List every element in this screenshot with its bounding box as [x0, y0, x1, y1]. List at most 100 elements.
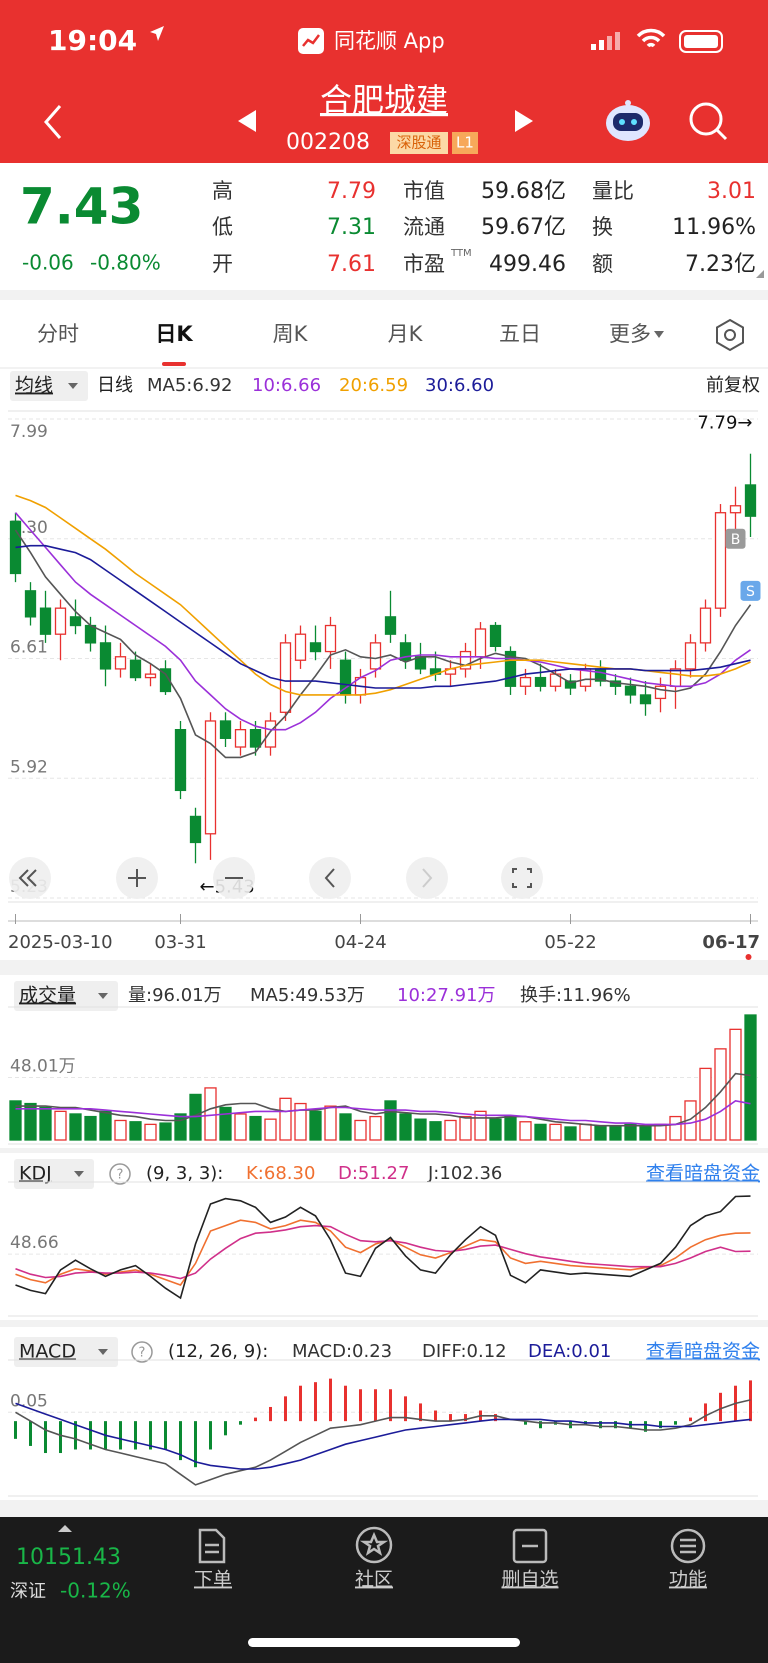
stat-value: 7.61 — [327, 252, 376, 277]
indicator-line — [15, 1072, 751, 1127]
chart-control-icon — [324, 868, 335, 888]
help-icon-glyph: ? — [139, 1346, 146, 1361]
tab[interactable]: 分时 — [37, 322, 79, 346]
volume-bar — [69, 1113, 82, 1141]
more-arrow — [654, 331, 664, 338]
volume-bar — [9, 1100, 22, 1141]
help-icon[interactable] — [131, 1341, 153, 1363]
trade-marker — [725, 528, 746, 549]
battery-level — [684, 35, 718, 48]
indicator-selector-bg[interactable] — [10, 371, 88, 401]
indicator-selector: KDJ — [19, 1163, 52, 1185]
volume-bar — [54, 1110, 67, 1141]
nav-item[interactable]: 功能 — [669, 1569, 707, 1591]
volume-bar — [489, 1118, 502, 1141]
stat-label: 流通 — [403, 215, 445, 239]
chart-control[interactable] — [309, 857, 351, 899]
stat-value: 7.79 — [327, 179, 376, 204]
volume-bar — [324, 1105, 337, 1141]
tab[interactable]: 日K — [155, 322, 193, 346]
chart-control[interactable] — [501, 857, 543, 899]
candle-body — [129, 659, 142, 679]
indicator-selector-bg[interactable] — [14, 981, 118, 1011]
candle-body — [69, 616, 82, 627]
volume-bar — [609, 1126, 622, 1141]
dark-pool-link[interactable]: 查看暗盘资金 — [646, 1163, 760, 1185]
search-button[interactable] — [689, 102, 728, 141]
adjust[interactable]: 前复权 — [706, 375, 760, 396]
legend-item: MA5:6.92 — [147, 375, 232, 396]
settings-button[interactable] — [716, 318, 744, 352]
candle-body — [459, 650, 472, 670]
y-tick-label: 48.01万 — [10, 1056, 76, 1076]
volume-bar — [624, 1123, 637, 1141]
chart-control-icon — [512, 868, 532, 888]
volume-bar — [144, 1123, 157, 1141]
back-button[interactable] — [44, 105, 62, 139]
tag: 深股通 — [396, 134, 441, 152]
candle-body — [684, 642, 697, 670]
volume-bar — [669, 1115, 682, 1141]
nav-item[interactable]: 删自选 — [501, 1569, 558, 1591]
volume-bar — [654, 1123, 667, 1141]
volume-bar — [219, 1106, 232, 1141]
tab[interactable]: 月K — [388, 322, 424, 346]
tab-indicator — [162, 362, 186, 366]
help-icon[interactable] — [109, 1163, 131, 1185]
legend-item: 20:6.59 — [339, 375, 408, 396]
stat-value: 59.67亿 — [481, 215, 566, 240]
battery-icon — [679, 30, 723, 53]
volume-bar — [474, 1110, 487, 1141]
tag-bg — [452, 132, 478, 154]
tab[interactable]: 五日 — [499, 322, 541, 346]
period: 日线 — [97, 375, 133, 396]
stat-value: 7.23亿 — [685, 252, 756, 277]
indicator-line — [15, 1402, 751, 1470]
help-icon-glyph: ? — [117, 1168, 124, 1183]
candle-body — [234, 729, 247, 748]
candle-body — [714, 512, 727, 609]
prev-stock-button[interactable] — [238, 110, 256, 132]
x-tick-label: 04-24 — [334, 932, 386, 953]
dark-pool-link[interactable]: 查看暗盘资金 — [646, 1341, 760, 1363]
chart-control[interactable] — [9, 857, 51, 899]
indicator-line — [15, 1100, 751, 1126]
assistant-button[interactable] — [606, 100, 650, 141]
chart-control[interactable] — [406, 857, 448, 899]
location-icon — [150, 26, 164, 41]
stat-label: 市盈 — [403, 252, 445, 276]
candle-body — [114, 656, 127, 670]
params: (12, 26, 9): — [168, 1341, 268, 1362]
volume-bar — [354, 1119, 367, 1141]
y-tick-label: 7.99 — [10, 422, 48, 442]
volume-bar — [129, 1121, 142, 1141]
selector-arrow — [74, 1171, 84, 1177]
candle-body — [84, 624, 97, 644]
next-stock-button[interactable] — [515, 110, 533, 132]
legend-item: 量:96.01万 — [128, 985, 222, 1006]
settings-button-dot — [724, 329, 736, 341]
legend-item: 30:6.60 — [425, 375, 494, 396]
volume-bar — [699, 1067, 712, 1141]
params: (9, 3, 3): — [146, 1163, 223, 1184]
candle-body — [744, 484, 757, 517]
nav-item[interactable]: 下单 — [194, 1569, 232, 1591]
stat-value: 59.68亿 — [481, 179, 566, 204]
index-value[interactable]: 10151.43 — [16, 1545, 121, 1570]
stock-name[interactable]: 合肥城建 — [320, 81, 448, 119]
candle-body — [264, 720, 277, 748]
stat-label: 额 — [592, 252, 613, 276]
tab[interactable]: 更多 — [609, 322, 651, 346]
stat-label: 量比 — [592, 179, 634, 203]
x-tick-label: 2025-03-10 — [8, 932, 113, 953]
selector-arrow — [98, 993, 108, 999]
candle-body — [204, 720, 217, 835]
candle-body — [174, 729, 187, 792]
candle-body — [39, 607, 52, 635]
volume-bar — [264, 1118, 277, 1141]
stat-label: 开 — [212, 252, 233, 276]
tab[interactable]: 周K — [273, 322, 309, 346]
nav-item[interactable]: 社区 — [355, 1569, 393, 1591]
home-indicator — [248, 1638, 520, 1647]
